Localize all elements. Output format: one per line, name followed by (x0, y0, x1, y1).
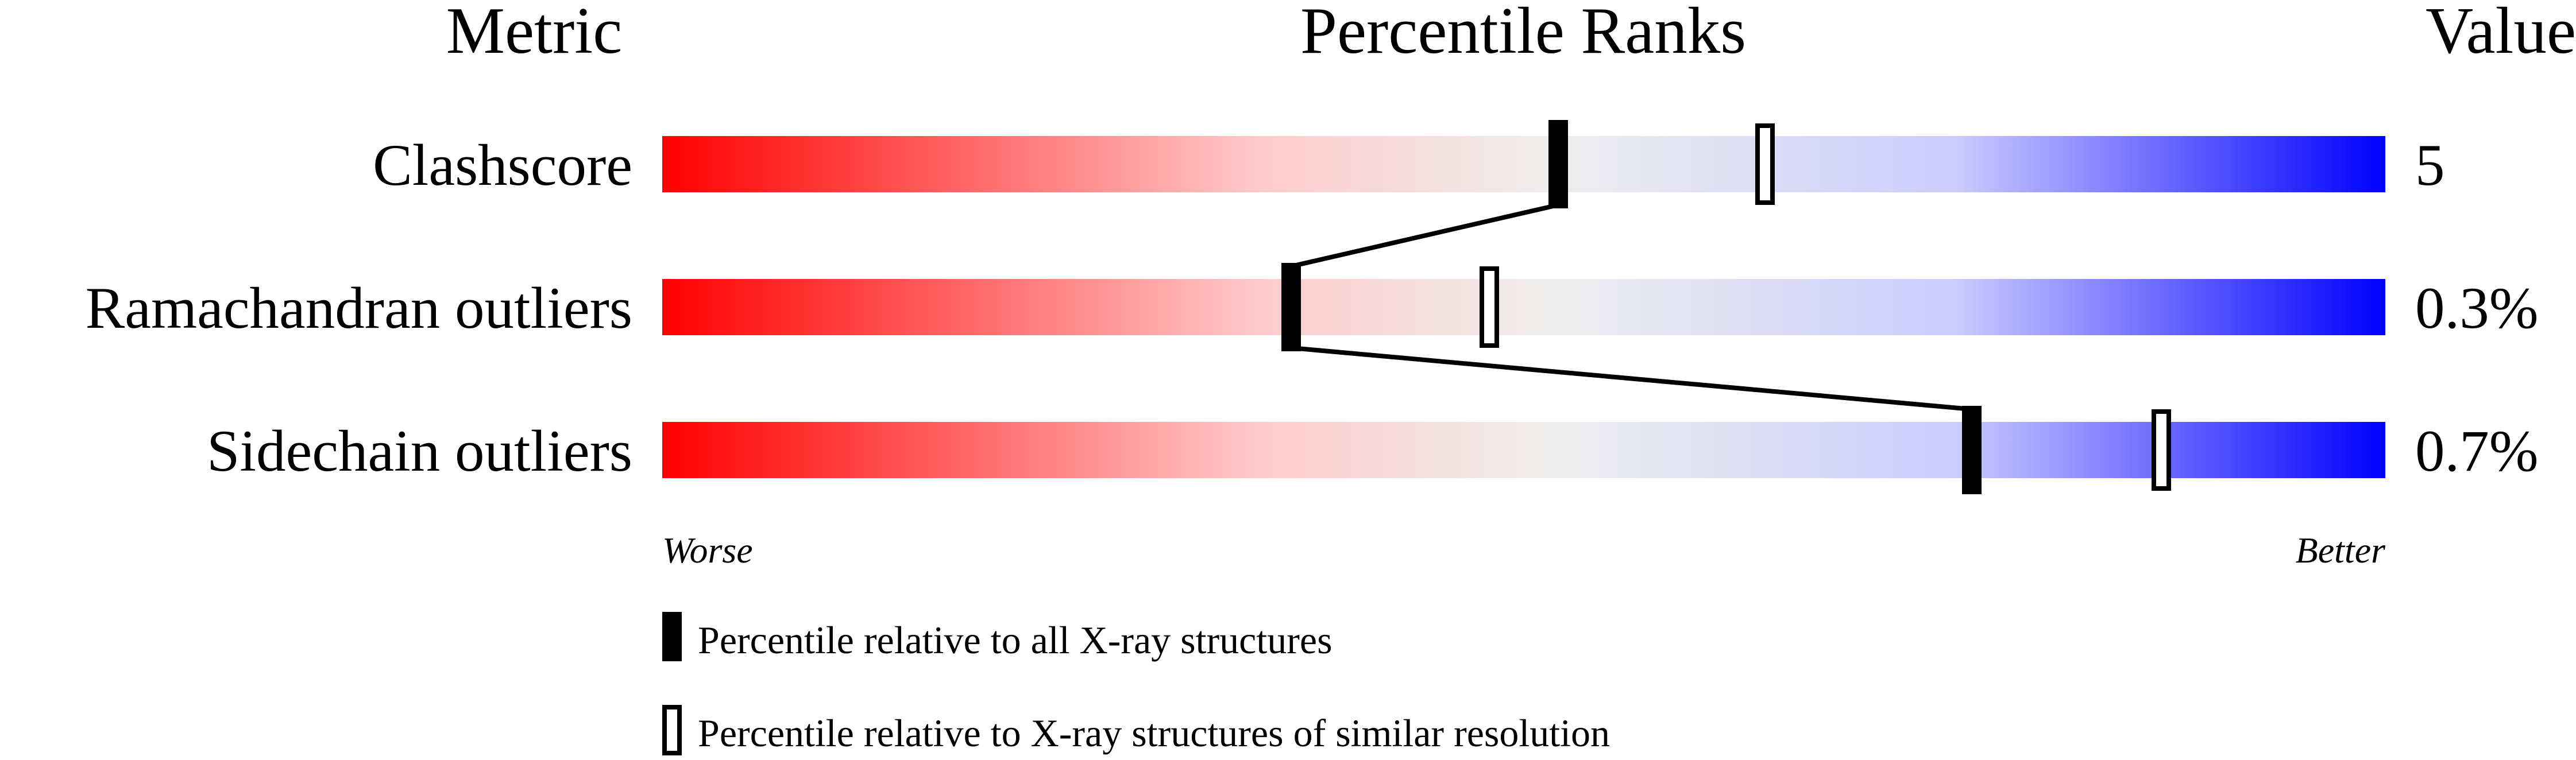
axis-better-label: Better (2296, 530, 2386, 571)
axis-worse-label: Worse (662, 530, 753, 571)
header-percentile-ranks: Percentile Ranks (1300, 0, 1746, 67)
header-metric: Metric (446, 0, 623, 67)
marker-all-structures (1962, 406, 1982, 494)
percentile-bar (662, 422, 2385, 478)
metric-label: Ramachandran outliers (86, 276, 632, 341)
marker-all-structures (1548, 120, 1568, 208)
legend-similar-label: Percentile relative to X-ray structures … (698, 711, 1610, 755)
header-value: Value (2426, 0, 2576, 67)
legend-all-label: Percentile relative to all X-ray structu… (698, 618, 1333, 662)
legend-marker-all (662, 612, 682, 661)
percentile-bar (662, 136, 2385, 192)
metric-value: 0.7% (2415, 418, 2539, 484)
marker-similar-resolution (2152, 409, 2171, 491)
marker-all-structures (1281, 263, 1301, 351)
metric-label: Clashscore (373, 133, 632, 198)
metric-value: 5 (2415, 133, 2445, 198)
legend-marker-similar (662, 705, 682, 755)
metric-value: 0.3% (2415, 276, 2539, 341)
connector-line (1291, 346, 1972, 412)
connector-line (1291, 203, 1559, 269)
marker-similar-resolution (1480, 266, 1499, 348)
metric-label: Sidechain outliers (207, 418, 632, 484)
percentile-bar (662, 279, 2385, 335)
marker-similar-resolution (1755, 123, 1775, 205)
